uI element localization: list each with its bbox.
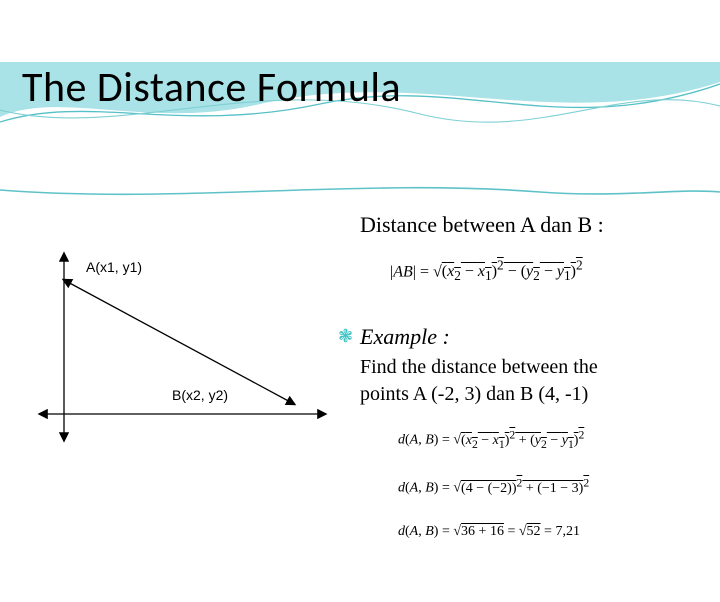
distance-formula-main: |AB| = √(x2 − x1)2 − (y2 − y1)2: [390, 258, 583, 285]
page-title: The Distance Formula: [22, 62, 698, 113]
formula-step-2: d(A, B) = √(4 − (−2))2 + (−1 − 3)2: [398, 476, 589, 497]
example-heading: Example :: [360, 324, 450, 350]
example-line2: points A (-2, 3) dan B (4, -1): [360, 383, 588, 405]
line-diagram: A(x1, y1) B(x2, y2): [30, 242, 335, 457]
title-underline: [0, 182, 720, 212]
example-line1: Find the distance between the: [360, 356, 598, 378]
distance-subtitle: Distance between A dan B :: [360, 212, 604, 238]
example-problem-text: Find the distance between the points A (…: [360, 354, 710, 408]
point-a-label: A(x1, y1): [86, 259, 142, 275]
formula-step-3: d(A, B) = √36 + 16 = √52 = 7,21: [398, 524, 580, 540]
example-bullet-icon: ❃: [338, 326, 353, 347]
formula-step-1: d(A, B) = √(x2 − x1)2 + (y2 − y1)2: [398, 428, 584, 450]
point-b-label: B(x2, y2): [172, 387, 228, 403]
